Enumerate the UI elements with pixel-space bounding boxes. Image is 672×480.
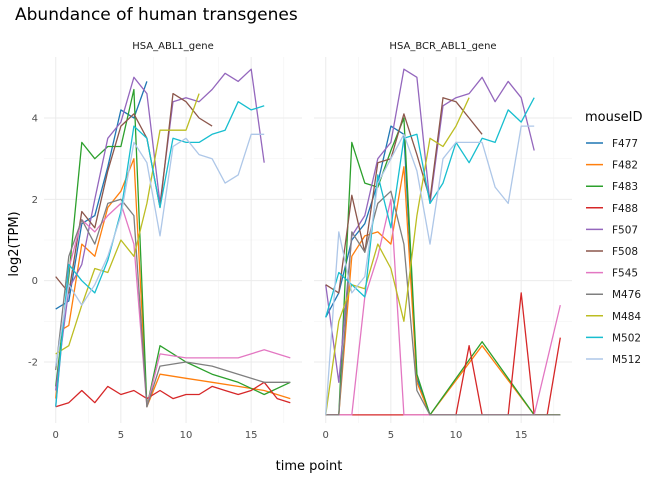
- x-tick-label: 15: [515, 430, 528, 441]
- series-line-m484: [325, 97, 470, 415]
- series-line-f507: [325, 68, 535, 383]
- series-line-f545: [325, 198, 561, 416]
- y-tick-label: 4: [32, 114, 38, 125]
- legend-label: F477: [612, 138, 638, 150]
- facet-strip-label: HSA_BCR_ABL1_gene: [389, 41, 496, 52]
- legend-item-f508: F508: [586, 246, 638, 258]
- series-line-f488: [55, 381, 291, 408]
- legend-label: M502: [612, 332, 641, 344]
- x-tick-label: 15: [245, 430, 258, 441]
- y-tick-label: 2: [32, 195, 38, 206]
- legend-item-f488: F488: [586, 203, 638, 215]
- legend-label: F508: [612, 246, 638, 258]
- x-tick-label: 5: [388, 430, 394, 441]
- x-tick-label: 5: [118, 430, 124, 441]
- y-tick-label: 0: [32, 276, 38, 287]
- panel-0: HSA_ABL1_gene 0 5 10 15 -2 0 2 4: [28, 41, 302, 441]
- series-line-f482: [55, 158, 291, 408]
- x-tick-label: 0: [323, 430, 329, 441]
- chart-title: Abundance of human transgenes: [15, 5, 298, 25]
- legend: mouseID F477 F482 F483 F488 F507 F508 F545 M476…: [585, 110, 642, 366]
- legend-item-m476: M476: [586, 289, 641, 301]
- legend-label: F482: [612, 160, 638, 172]
- legend-item-m484: M484: [586, 311, 641, 323]
- legend-label: F483: [612, 181, 638, 193]
- legend-label: M476: [612, 289, 641, 301]
- series-line-f483: [55, 88, 291, 408]
- legend-label: F545: [612, 268, 638, 280]
- legend-label: F507: [612, 224, 638, 236]
- legend-item-f482: F482: [586, 160, 638, 172]
- panels-layer: HSA_ABL1_gene 0 5 10 15 -2 0 2 4 HSA_BCR_ABL1_gen…: [28, 41, 572, 441]
- x-tick-label: 10: [450, 430, 463, 441]
- series-line-f508: [55, 92, 213, 294]
- y-axis-title: log2(TPM): [7, 211, 22, 276]
- legend-item-f477: F477: [586, 138, 638, 150]
- x-tick-label: 0: [53, 430, 59, 441]
- legend-label: M484: [612, 311, 641, 323]
- series-line-m476: [55, 198, 291, 408]
- legend-title: mouseID: [585, 110, 642, 125]
- series-line-f482: [325, 166, 561, 416]
- legend-item-m502: M502: [586, 332, 641, 344]
- series-line-m502: [55, 101, 265, 407]
- series-line-m512: [55, 133, 265, 367]
- x-axis-title: time point: [276, 459, 343, 474]
- facet-strip-label: HSA_ABL1_gene: [132, 41, 214, 52]
- x-tick-label: 10: [180, 430, 193, 441]
- series-line-m502: [325, 97, 535, 318]
- legend-label: M512: [612, 354, 641, 366]
- panel-1: HSA_BCR_ABL1_gene 0 5 10 15: [314, 41, 572, 441]
- series-line-f545: [55, 202, 291, 408]
- y-tick-label: -2: [28, 358, 38, 369]
- legend-item-f483: F483: [586, 181, 638, 193]
- legend-item-f545: F545: [586, 268, 638, 280]
- series-line-m476: [325, 190, 561, 416]
- series-line-f508: [325, 97, 483, 294]
- legend-label: F488: [612, 203, 638, 215]
- series-line-m484: [55, 93, 200, 355]
- legend-item-f507: F507: [586, 224, 638, 236]
- legend-item-m512: M512: [586, 354, 641, 366]
- series-line-m512: [325, 125, 535, 415]
